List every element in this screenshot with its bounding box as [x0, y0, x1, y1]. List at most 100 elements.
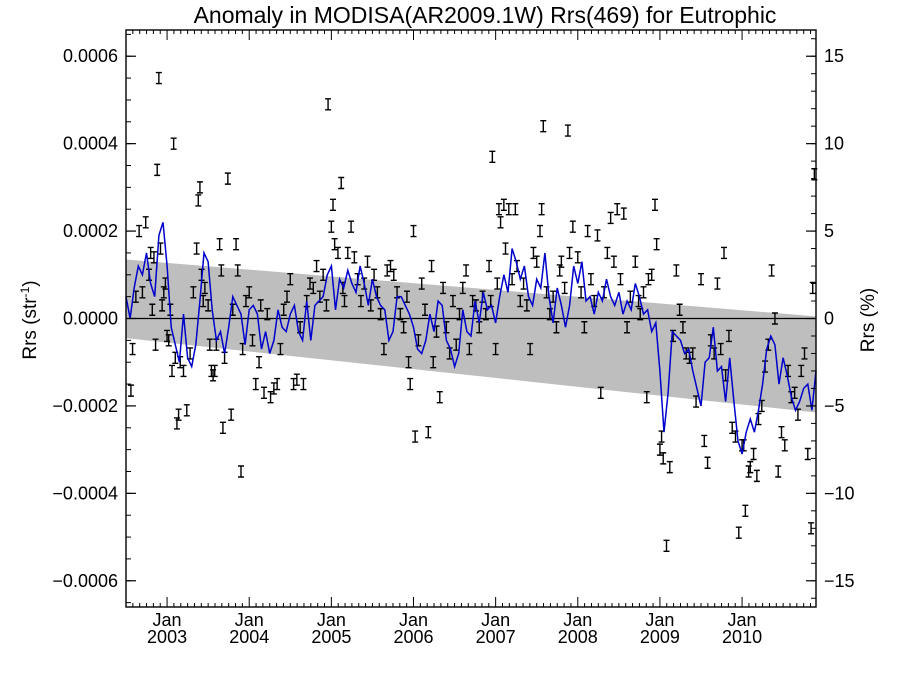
data-point	[159, 299, 166, 312]
data-point	[574, 251, 581, 264]
data-point	[768, 264, 775, 277]
data-point	[257, 299, 264, 312]
data-point	[673, 264, 680, 277]
data-point	[561, 281, 568, 295]
data-point	[331, 237, 338, 251]
data-point	[801, 347, 808, 360]
data-point	[553, 321, 560, 334]
y-tick-label-left: −0.0004	[52, 483, 118, 503]
data-point	[523, 299, 530, 312]
y-tick-label-right: −10	[824, 483, 855, 503]
x-tick-label-year: 2008	[558, 627, 598, 647]
data-point	[781, 439, 788, 452]
data-point	[371, 268, 378, 281]
data-point	[658, 430, 665, 443]
data-point	[348, 220, 355, 233]
data-point	[505, 203, 512, 216]
data-point	[430, 356, 437, 369]
data-point	[495, 203, 502, 216]
data-point	[216, 237, 223, 251]
data-point	[334, 246, 341, 260]
data-point	[403, 290, 410, 303]
data-point	[566, 246, 573, 260]
data-point	[775, 465, 782, 478]
data-point	[809, 281, 816, 295]
data-point	[400, 321, 407, 334]
x-tick-label-year: 2003	[147, 627, 187, 647]
y-tick-label-right: −5	[824, 396, 845, 416]
data-point	[701, 434, 708, 448]
data-point	[377, 307, 384, 321]
data-point	[717, 342, 724, 356]
data-point	[280, 303, 287, 316]
data-point	[183, 404, 190, 417]
data-point	[252, 377, 259, 391]
data-point	[648, 268, 655, 281]
data-point	[154, 163, 161, 177]
data-point	[569, 220, 576, 233]
data-point	[643, 390, 650, 404]
y-tick-label-right: 5	[824, 221, 834, 241]
data-point	[753, 469, 760, 483]
data-point	[149, 303, 156, 316]
data-point	[397, 307, 404, 321]
data-point	[714, 277, 721, 290]
data-point	[428, 259, 435, 273]
data-point	[200, 294, 207, 308]
data-point	[607, 211, 614, 225]
data-point	[771, 312, 778, 325]
data-point	[169, 364, 175, 378]
data-point	[218, 264, 225, 277]
chart-title: Anomaly in MODISA(AR2009.1W) Rrs(469) fo…	[194, 2, 777, 28]
data-point	[351, 251, 358, 264]
y-tick-label-right: −15	[824, 571, 855, 591]
data-point	[390, 268, 397, 281]
data-point	[663, 539, 670, 553]
data-point	[653, 237, 660, 251]
data-point	[656, 443, 663, 456]
data-point	[380, 342, 387, 356]
data-point	[256, 356, 263, 369]
data-point	[270, 382, 277, 395]
data-point	[459, 281, 466, 295]
data-point	[357, 294, 364, 308]
data-point	[234, 264, 241, 277]
y-tick-label-left: −0.0002	[52, 396, 118, 416]
data-point	[502, 242, 509, 255]
data-point	[558, 255, 565, 268]
data-point	[170, 137, 177, 150]
smoothed-series-line	[125, 222, 817, 455]
data-point	[412, 430, 419, 443]
data-point	[330, 198, 336, 212]
data-point	[564, 124, 571, 137]
data-point	[193, 242, 200, 255]
data-point	[418, 277, 425, 290]
y-tick-label-left: −0.0006	[52, 571, 118, 591]
data-point	[735, 526, 742, 539]
y-tick-label-left: 0.0000	[63, 309, 118, 329]
data-point	[287, 272, 294, 286]
data-point	[683, 347, 690, 360]
data-point	[527, 342, 534, 356]
data-point	[422, 303, 428, 316]
x-tick-label-year: 2006	[393, 627, 433, 647]
data-point	[538, 203, 545, 216]
data-point	[310, 281, 317, 295]
x-tick-label-month: Jan	[481, 610, 510, 630]
data-point	[698, 272, 704, 286]
data-point	[492, 342, 499, 356]
data-point	[798, 364, 805, 378]
y-axis-label-right: Rrs (%)	[858, 288, 879, 352]
x-tick-label-month: Jan	[399, 610, 428, 630]
data-point	[721, 246, 727, 260]
data-point	[742, 504, 749, 518]
data-point	[196, 181, 203, 194]
data-point	[512, 203, 519, 216]
data-point	[190, 286, 197, 299]
data-point	[246, 286, 253, 299]
data-point	[729, 421, 736, 434]
data-point	[261, 386, 267, 400]
data-point	[640, 286, 647, 299]
data-point	[581, 321, 588, 334]
data-point	[290, 377, 297, 391]
